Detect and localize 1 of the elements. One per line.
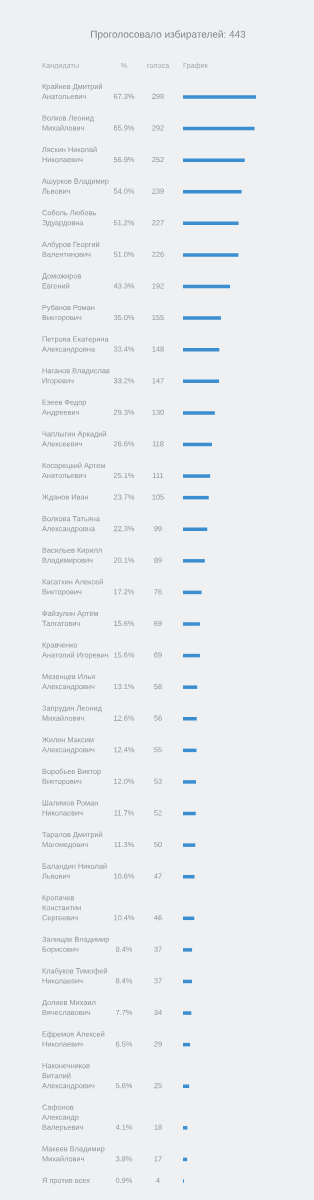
chart-title: Проголосовало избирателей: 443 <box>91 30 246 40</box>
